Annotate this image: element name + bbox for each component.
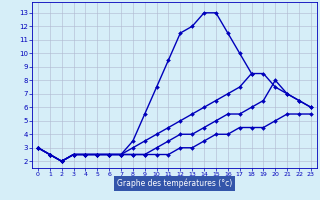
X-axis label: Graphe des températures (°c): Graphe des températures (°c): [117, 179, 232, 188]
